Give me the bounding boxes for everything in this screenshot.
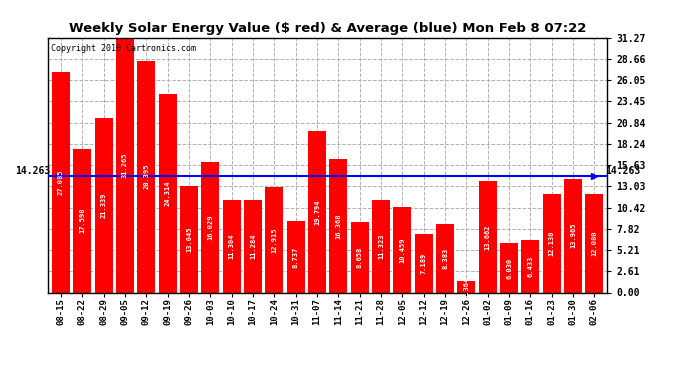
Bar (372, 200, 390, 292)
Bar (180, 186, 198, 292)
Bar (351, 222, 369, 292)
Text: 24.314: 24.314 (165, 181, 170, 206)
Bar (286, 221, 305, 292)
Text: 11.323: 11.323 (378, 234, 384, 259)
Text: 8.737: 8.737 (293, 246, 299, 267)
Bar (436, 224, 454, 292)
Text: 13.045: 13.045 (186, 226, 192, 252)
Text: 12.915: 12.915 (271, 227, 277, 253)
Text: 7.189: 7.189 (421, 253, 426, 274)
Text: 31.265: 31.265 (122, 152, 128, 178)
Bar (564, 178, 582, 292)
Bar (329, 159, 348, 292)
Bar (95, 118, 113, 292)
Text: 6.030: 6.030 (506, 257, 512, 279)
Bar (500, 243, 518, 292)
Text: Copyright 2010 Cartronics.com: Copyright 2010 Cartronics.com (51, 44, 196, 53)
Text: 13.965: 13.965 (570, 223, 576, 248)
Text: 16.029: 16.029 (208, 214, 213, 240)
Bar (52, 72, 70, 292)
Bar (457, 281, 475, 292)
Bar (223, 200, 241, 292)
Text: 27.085: 27.085 (58, 170, 64, 195)
Text: 6.433: 6.433 (527, 256, 533, 277)
Bar (244, 201, 262, 292)
Text: 17.598: 17.598 (79, 208, 86, 234)
Text: 10.459: 10.459 (400, 237, 406, 262)
Text: 19.794: 19.794 (314, 199, 320, 225)
Bar (159, 94, 177, 292)
Text: 12.080: 12.080 (591, 231, 598, 256)
Text: 13.662: 13.662 (485, 224, 491, 249)
Bar (308, 131, 326, 292)
Text: 12.130: 12.130 (549, 230, 555, 256)
Bar (479, 181, 497, 292)
Bar (393, 207, 411, 292)
Text: 1.364: 1.364 (464, 276, 469, 298)
Text: 16.368: 16.368 (335, 213, 342, 238)
Title: Weekly Solar Energy Value ($ red) & Average (blue) Mon Feb 8 07:22: Weekly Solar Energy Value ($ red) & Aver… (69, 22, 586, 35)
Bar (137, 61, 155, 292)
Text: 28.395: 28.395 (144, 164, 150, 189)
Text: 8.658: 8.658 (357, 247, 363, 268)
Bar (522, 240, 540, 292)
Bar (266, 187, 284, 292)
Bar (73, 149, 92, 292)
Text: 14.263: 14.263 (15, 166, 50, 176)
Text: 11.284: 11.284 (250, 234, 256, 259)
Text: 8.383: 8.383 (442, 248, 448, 269)
Text: 11.304: 11.304 (229, 234, 235, 259)
Bar (415, 234, 433, 292)
Bar (201, 162, 219, 292)
Bar (585, 194, 604, 292)
Bar (116, 38, 134, 292)
Bar (542, 194, 561, 292)
Text: 21.339: 21.339 (101, 193, 107, 218)
Text: 14.263: 14.263 (605, 166, 640, 176)
